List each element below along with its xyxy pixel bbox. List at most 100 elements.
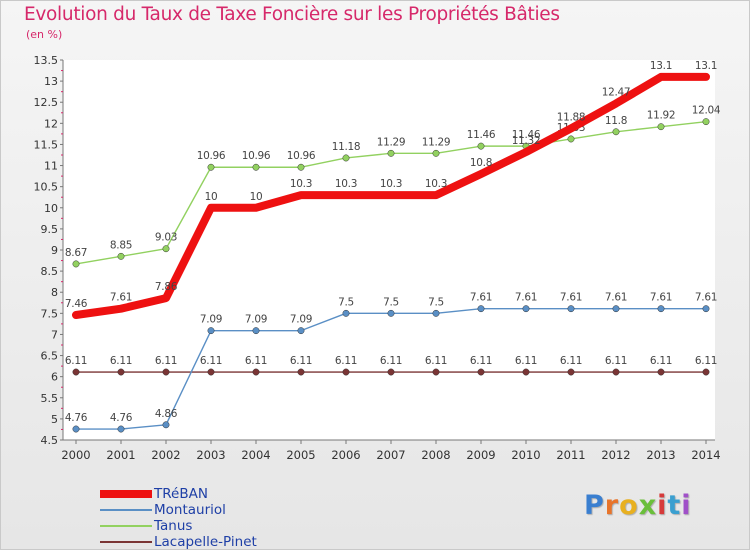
data-label: 6.11 [335,355,357,367]
x-tick-label: 2002 [151,448,180,462]
data-label: 7.5 [338,296,354,308]
x-tick-label: 2005 [286,448,315,462]
data-label: 7.61 [515,292,537,304]
data-point [432,309,440,317]
data-point [702,305,710,313]
data-point [387,368,395,376]
x-tick-label: 2010 [511,448,540,462]
data-point [387,309,395,317]
data-label: 7.61 [560,292,582,304]
x-tick-label: 2004 [241,448,270,462]
data-point [117,368,125,376]
y-tick-label: 13.5 [34,54,59,67]
data-label: 6.11 [605,355,627,367]
data-point [162,245,170,253]
unit-label: (en %) [26,28,63,41]
data-label: 6.11 [560,355,582,367]
data-label: 10.8 [470,157,492,169]
x-tick-label: 2013 [646,448,675,462]
logo-letter: x [638,490,658,521]
data-label: 6.11 [650,355,672,367]
data-label: 6.11 [110,355,132,367]
data-point [297,163,305,171]
data-point [342,309,350,317]
data-label: 11.8 [605,115,627,127]
data-label: 4.76 [65,412,88,424]
data-point [72,260,80,268]
data-label: 7.86 [155,281,178,293]
data-point [252,368,260,376]
data-point [117,252,125,260]
y-tick-label: 5.5 [41,392,59,405]
data-label: 10.96 [197,150,226,162]
x-tick-label: 2003 [196,448,225,462]
data-point [612,305,620,313]
data-label: 7.61 [605,292,627,304]
data-label: 10.3 [335,178,357,190]
y-tick-label: 8.5 [41,265,59,278]
data-point [432,149,440,157]
data-label: 8.67 [65,247,87,259]
logo-letter: P [584,490,605,521]
data-label: 11.92 [647,110,676,122]
data-point [477,305,485,313]
data-point [477,142,485,150]
data-point [207,327,215,335]
data-point [72,425,80,433]
legend-label: Lacapelle-Pinet [154,534,257,550]
data-point [162,368,170,376]
data-point [207,163,215,171]
data-label: 12.47 [602,86,631,98]
legend-item: Tanus [100,518,300,534]
data-label: 10.3 [290,178,312,190]
y-tick-label: 10 [44,202,58,215]
data-point [612,368,620,376]
data-point [477,368,485,376]
y-tick-label: 7 [51,328,58,341]
data-label: 6.11 [515,355,537,367]
y-tick-label: 10.5 [34,181,59,194]
data-label: 10 [205,191,218,203]
x-tick-label: 2000 [61,448,90,462]
logo-letter: r [604,490,620,521]
data-label: 7.61 [650,292,672,304]
legend-swatch [100,490,152,498]
data-point [657,123,665,131]
data-label: 10.3 [380,178,402,190]
data-point [342,154,350,162]
data-point [117,425,125,433]
legend-swatch [100,541,152,543]
legend-swatch [100,525,152,527]
data-label: 7.09 [245,314,267,326]
data-point [522,305,530,313]
data-label: 9.03 [155,232,177,244]
data-label: 11.46 [467,129,496,141]
x-tick-label: 2011 [556,448,585,462]
data-label: 6.11 [200,355,222,367]
data-label: 11.46 [512,129,541,141]
data-label: 11.29 [422,136,451,148]
data-label: 6.11 [695,355,717,367]
data-label: 7.46 [65,298,88,310]
data-point [567,305,575,313]
logo-letter: i [681,490,692,521]
data-label: 10 [250,191,263,203]
legend-item: Montauriol [100,502,300,518]
y-tick-label: 4.5 [41,434,59,447]
plot-area [63,60,715,440]
data-point [387,149,395,157]
data-label: 6.11 [155,355,177,367]
data-label: 6.11 [65,355,87,367]
data-label: 7.09 [290,314,312,326]
data-label: 11.18 [332,141,361,153]
y-tick-label: 7.5 [41,307,59,320]
data-point [342,368,350,376]
data-point [297,368,305,376]
data-point [72,368,80,376]
data-label: 10.96 [242,150,271,162]
proxiti-logo: Proxiti [584,490,692,521]
data-point [207,368,215,376]
data-label: 4.76 [110,412,133,424]
y-tick-label: 12 [44,117,58,130]
chart-legend: TRéBAN Montauriol Tanus Lacapelle-Pinet [100,486,300,550]
